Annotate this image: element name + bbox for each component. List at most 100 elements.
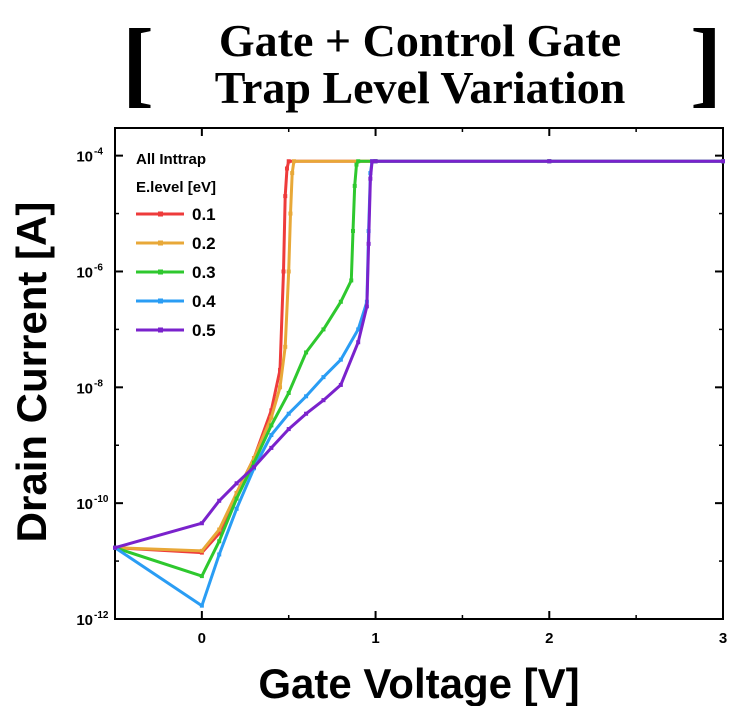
data-point — [356, 327, 361, 332]
data-point — [286, 269, 291, 274]
x-tick-label: 0 — [198, 630, 206, 647]
data-point — [304, 350, 309, 355]
title-bracket-left: [ — [122, 9, 154, 116]
data-point — [199, 603, 204, 608]
data-point — [321, 398, 326, 403]
legend-label: 0.4 — [192, 292, 216, 311]
y-tick-label: 10 — [76, 612, 93, 629]
series-lines — [113, 159, 725, 608]
data-point — [304, 411, 309, 416]
legend-title-line1: All Inttrap — [136, 151, 206, 168]
data-point — [721, 159, 725, 164]
title-bracket-right: ] — [690, 9, 722, 116]
legend-label: 0.1 — [192, 205, 216, 224]
data-point — [373, 159, 378, 164]
legend-label: 0.3 — [192, 263, 216, 282]
data-point — [113, 545, 117, 550]
y-tick-exponent: -6 — [94, 262, 103, 273]
data-point — [234, 496, 239, 501]
data-point — [217, 552, 222, 557]
data-point — [251, 460, 256, 465]
legend-marker — [158, 269, 163, 275]
data-point — [278, 367, 283, 372]
data-point — [234, 490, 239, 495]
y-axis-label: Drain Current [A] — [8, 202, 55, 543]
data-point — [286, 159, 291, 164]
data-point — [366, 241, 371, 246]
data-point — [356, 159, 361, 164]
y-tick-label: 10 — [76, 496, 93, 513]
data-point — [286, 390, 291, 395]
data-point — [349, 278, 354, 283]
x-tick-label: 2 — [545, 630, 553, 647]
data-point — [199, 521, 204, 526]
data-point — [217, 539, 222, 544]
data-point — [321, 327, 326, 332]
data-point — [350, 228, 355, 233]
data-point — [269, 423, 274, 428]
data-point — [234, 481, 239, 486]
data-point — [288, 211, 293, 216]
data-point — [199, 548, 204, 553]
legend: All Inttrap E.level [eV] 0.1 0.2 0.3 0.4 0.5 — [136, 151, 216, 340]
y-tick-exponent: -10 — [94, 494, 109, 505]
data-point — [286, 427, 291, 432]
x-tick-label: 3 — [719, 630, 727, 647]
data-point — [269, 415, 274, 420]
data-point — [284, 166, 289, 171]
plot-frame — [114, 127, 724, 620]
data-point — [368, 176, 373, 181]
data-point — [354, 162, 359, 167]
y-tick-label: 10 — [76, 149, 93, 166]
data-point — [283, 344, 288, 349]
legend-title-line2: E.level [eV] — [136, 179, 216, 196]
chart-title-line2: Trap Level Variation — [215, 62, 626, 113]
data-point — [283, 194, 288, 199]
data-point — [234, 506, 239, 511]
series-line — [114, 159, 723, 578]
y-tick-exponent: -4 — [94, 147, 103, 158]
data-point — [304, 394, 309, 399]
data-point — [278, 385, 283, 390]
y-tick-exponent: -8 — [94, 378, 103, 389]
y-tick-exponent: -12 — [94, 610, 109, 621]
data-point — [269, 408, 274, 413]
data-point — [338, 299, 343, 304]
data-point — [547, 159, 552, 164]
x-axis-label: Gate Voltage [V] — [258, 660, 579, 706]
data-point — [269, 445, 274, 450]
data-point — [364, 304, 369, 309]
series-line — [114, 159, 723, 608]
data-point — [217, 527, 222, 532]
data-point — [338, 382, 343, 387]
data-point — [217, 531, 222, 536]
legend-label: 0.2 — [192, 234, 216, 253]
data-point — [321, 375, 326, 380]
data-point — [199, 574, 204, 579]
data-point — [269, 433, 274, 438]
data-point — [352, 183, 357, 188]
series-0.5 — [113, 159, 725, 550]
data-point — [290, 171, 295, 176]
data-point — [338, 357, 343, 362]
data-point — [291, 159, 296, 164]
data-point — [217, 498, 222, 503]
legend-marker — [158, 240, 163, 246]
data-point — [251, 465, 256, 470]
data-point — [370, 159, 375, 164]
data-point — [286, 411, 291, 416]
legend-marker — [158, 211, 163, 217]
x-tick-label: 1 — [371, 630, 379, 647]
y-tick-label: 10 — [76, 264, 93, 281]
series-0.4 — [113, 159, 725, 608]
legend-marker — [158, 327, 163, 333]
chart-title-line1: Gate + Control Gate — [219, 15, 621, 66]
legend-label: 0.5 — [192, 321, 216, 340]
data-point — [251, 456, 256, 461]
data-point — [356, 340, 361, 345]
y-tick-label: 10 — [76, 380, 93, 397]
legend-marker — [158, 298, 163, 304]
data-point — [281, 269, 286, 274]
